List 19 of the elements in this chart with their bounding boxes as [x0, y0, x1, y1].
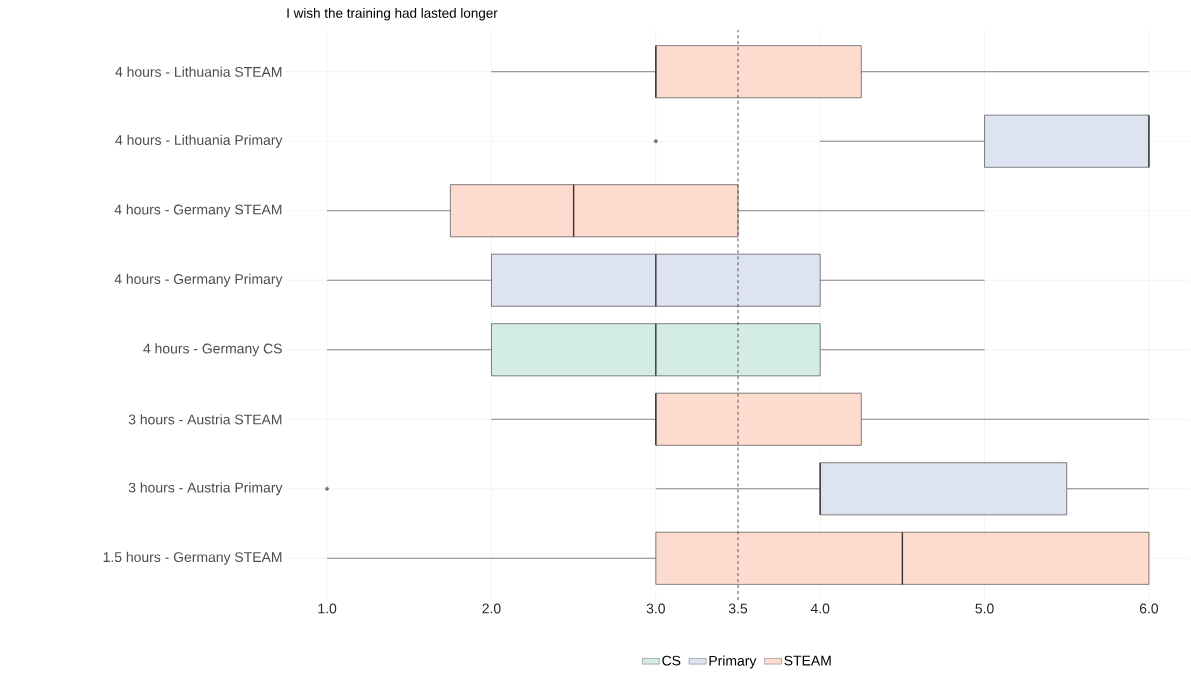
y-tick-label: 4 hours - Lithuania Primary	[115, 134, 283, 148]
x-tick-label: 5.0	[975, 603, 994, 614]
y-tick-label: 1.5 hours - Germany STEAM	[103, 551, 282, 565]
legend-label: CS	[662, 655, 681, 666]
y-tick-label: 3 hours - Austria Primary	[128, 482, 283, 496]
y-tick-label: 4 hours - Germany STEAM	[114, 204, 282, 218]
y-tick-label: 4 hours - Lithuania STEAM	[115, 66, 282, 77]
x-tick-label: 3.0	[646, 603, 665, 614]
x-tick-label: 1.0	[318, 603, 337, 614]
y-tick-label: 4 hours - Germany CS	[143, 343, 282, 357]
chart-title: I wish the training had lasted longer	[287, 7, 498, 21]
legend-label: Primary	[709, 655, 757, 669]
x-tick-label: 4.0	[810, 603, 830, 614]
legend-label: STEAM	[784, 655, 831, 666]
x-tick-label: 2.0	[482, 603, 501, 614]
x-tick-label: 3.5	[728, 603, 748, 614]
y-tick-label: 3 hours - Austria STEAM	[128, 414, 282, 425]
y-tick-label: 4 hours - Germany Primary	[114, 273, 283, 287]
x-tick-label: 6.0	[1139, 603, 1159, 614]
